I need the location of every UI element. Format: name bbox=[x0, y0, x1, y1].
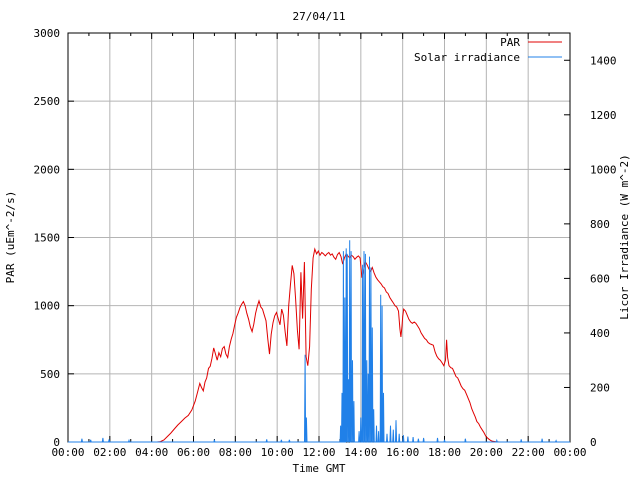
y-right-tick-label: 1000 bbox=[590, 163, 617, 176]
x-axis-label: Time GMT bbox=[293, 462, 346, 475]
x-tick-label: 08:00 bbox=[219, 446, 252, 459]
x-tick-label: 10:00 bbox=[261, 446, 294, 459]
tick-labels: 00:00 02:00 04:00 06:00 08:00 10:00 12:00 14:00… bbox=[34, 27, 617, 459]
y-right-tick-label: 600 bbox=[590, 272, 610, 285]
x-tick-label: 02:00 bbox=[93, 446, 126, 459]
y-right-tick-label: 0 bbox=[590, 436, 597, 449]
legend-par-label: PAR bbox=[500, 36, 520, 49]
y-right-tick-label: 1200 bbox=[590, 109, 617, 122]
y-left-tick-label: 2000 bbox=[34, 163, 61, 176]
y-left-tick-label: 0 bbox=[53, 436, 60, 449]
solar-series-line bbox=[68, 240, 570, 443]
y-right-tick-label: 1400 bbox=[590, 54, 617, 67]
x-tick-label: 06:00 bbox=[177, 446, 210, 459]
x-tick-label: 04:00 bbox=[135, 446, 168, 459]
par-series-line bbox=[68, 247, 570, 443]
legend: PAR Solar irradiance bbox=[414, 36, 562, 64]
x-tick-label: 18:00 bbox=[428, 446, 461, 459]
chart-title: 27/04/11 bbox=[293, 10, 346, 23]
y-right-axis-label: Licor Irradiance (W m^-2) bbox=[618, 154, 631, 320]
x-tick-label: 12:00 bbox=[302, 446, 335, 459]
y-left-tick-label: 1000 bbox=[34, 300, 61, 313]
y-left-tick-label: 1500 bbox=[34, 232, 61, 245]
y-left-tick-label: 3000 bbox=[34, 27, 61, 40]
x-tick-label: 22:00 bbox=[512, 446, 545, 459]
y-right-tick-label: 200 bbox=[590, 381, 610, 394]
x-tick-label: 00:00 bbox=[51, 446, 84, 459]
y-left-axis-label: PAR (uEm^-2/s) bbox=[4, 191, 17, 284]
y-right-tick-label: 800 bbox=[590, 218, 610, 231]
y-right-tick-label: 400 bbox=[590, 327, 610, 340]
x-tick-label: 16:00 bbox=[386, 446, 419, 459]
y-left-tick-label: 2500 bbox=[34, 95, 61, 108]
x-tick-label: 00:00 bbox=[553, 446, 586, 459]
legend-solar-label: Solar irradiance bbox=[414, 51, 520, 64]
x-tick-label: 14:00 bbox=[344, 446, 377, 459]
gridlines bbox=[68, 33, 570, 442]
y-left-tick-label: 500 bbox=[40, 368, 60, 381]
x-tick-label: 20:00 bbox=[470, 446, 503, 459]
